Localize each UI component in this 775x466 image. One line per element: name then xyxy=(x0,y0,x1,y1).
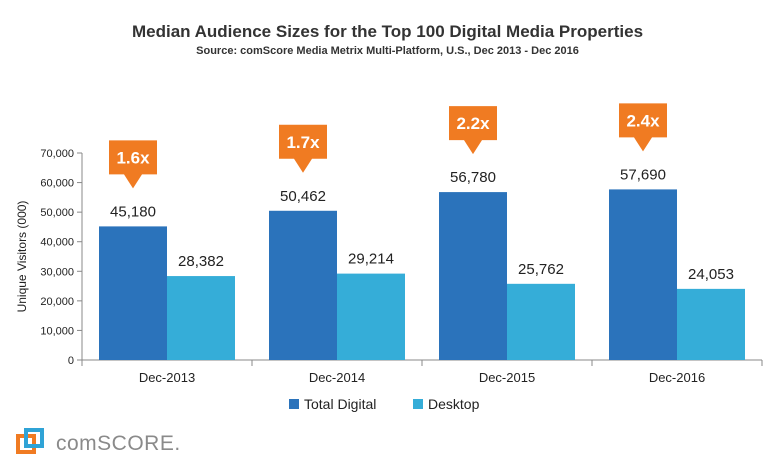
multiplier-label: 1.6x xyxy=(116,148,150,167)
y-tick-label: 20,000 xyxy=(40,296,74,308)
data-label: 57,690 xyxy=(620,166,666,183)
data-label: 56,780 xyxy=(450,169,496,186)
chart-title: Median Audience Sizes for the Top 100 Di… xyxy=(131,22,644,41)
bar-desktop xyxy=(167,276,235,360)
legend-label: Desktop xyxy=(428,396,480,412)
y-tick-label: 60,000 xyxy=(40,178,74,190)
multiplier-label: 2.4x xyxy=(626,111,660,130)
bar-total-digital xyxy=(439,192,507,360)
data-label: 29,214 xyxy=(348,251,394,268)
multiplier-label: 2.2x xyxy=(456,114,490,133)
y-tick-label: 50,000 xyxy=(40,207,74,219)
legend-swatch xyxy=(289,399,299,409)
bar-total-digital xyxy=(269,210,337,360)
multiplier-callout xyxy=(449,106,497,155)
legend-label: Total Digital xyxy=(304,396,376,412)
bar-desktop xyxy=(507,283,575,360)
bar-desktop xyxy=(677,288,745,360)
chart-subtitle: Source: comScore Media Metrix Multi-Plat… xyxy=(196,45,579,57)
bar-total-digital xyxy=(609,189,677,360)
multiplier-label: 1.7x xyxy=(286,133,320,152)
data-label: 24,053 xyxy=(688,266,734,283)
data-label: 50,462 xyxy=(280,188,326,205)
y-tick-label: 0 xyxy=(68,355,74,367)
x-tick-label: Dec-2016 xyxy=(649,370,705,385)
multiplier-callout xyxy=(109,140,157,189)
x-tick-label: Dec-2015 xyxy=(479,370,535,385)
x-tick-label: Dec-2013 xyxy=(139,370,195,385)
comscore-logo-text: comSCORE. xyxy=(56,432,181,455)
bar-total-digital xyxy=(99,226,167,360)
multiplier-callout xyxy=(619,103,667,152)
multiplier-callout xyxy=(279,124,327,173)
comscore-logo-icon xyxy=(16,428,44,454)
y-axis-title: Unique Visitors (000) xyxy=(15,201,29,313)
data-label: 45,180 xyxy=(110,203,156,220)
data-label: 25,762 xyxy=(518,261,564,278)
y-tick-label: 40,000 xyxy=(40,237,74,249)
bar-desktop xyxy=(337,273,405,360)
y-tick-label: 30,000 xyxy=(40,266,74,278)
y-tick-label: 70,000 xyxy=(40,148,74,160)
legend-swatch xyxy=(413,399,423,409)
data-label: 28,382 xyxy=(178,253,224,270)
y-tick-label: 10,000 xyxy=(40,325,74,337)
x-tick-label: Dec-2014 xyxy=(309,370,365,385)
